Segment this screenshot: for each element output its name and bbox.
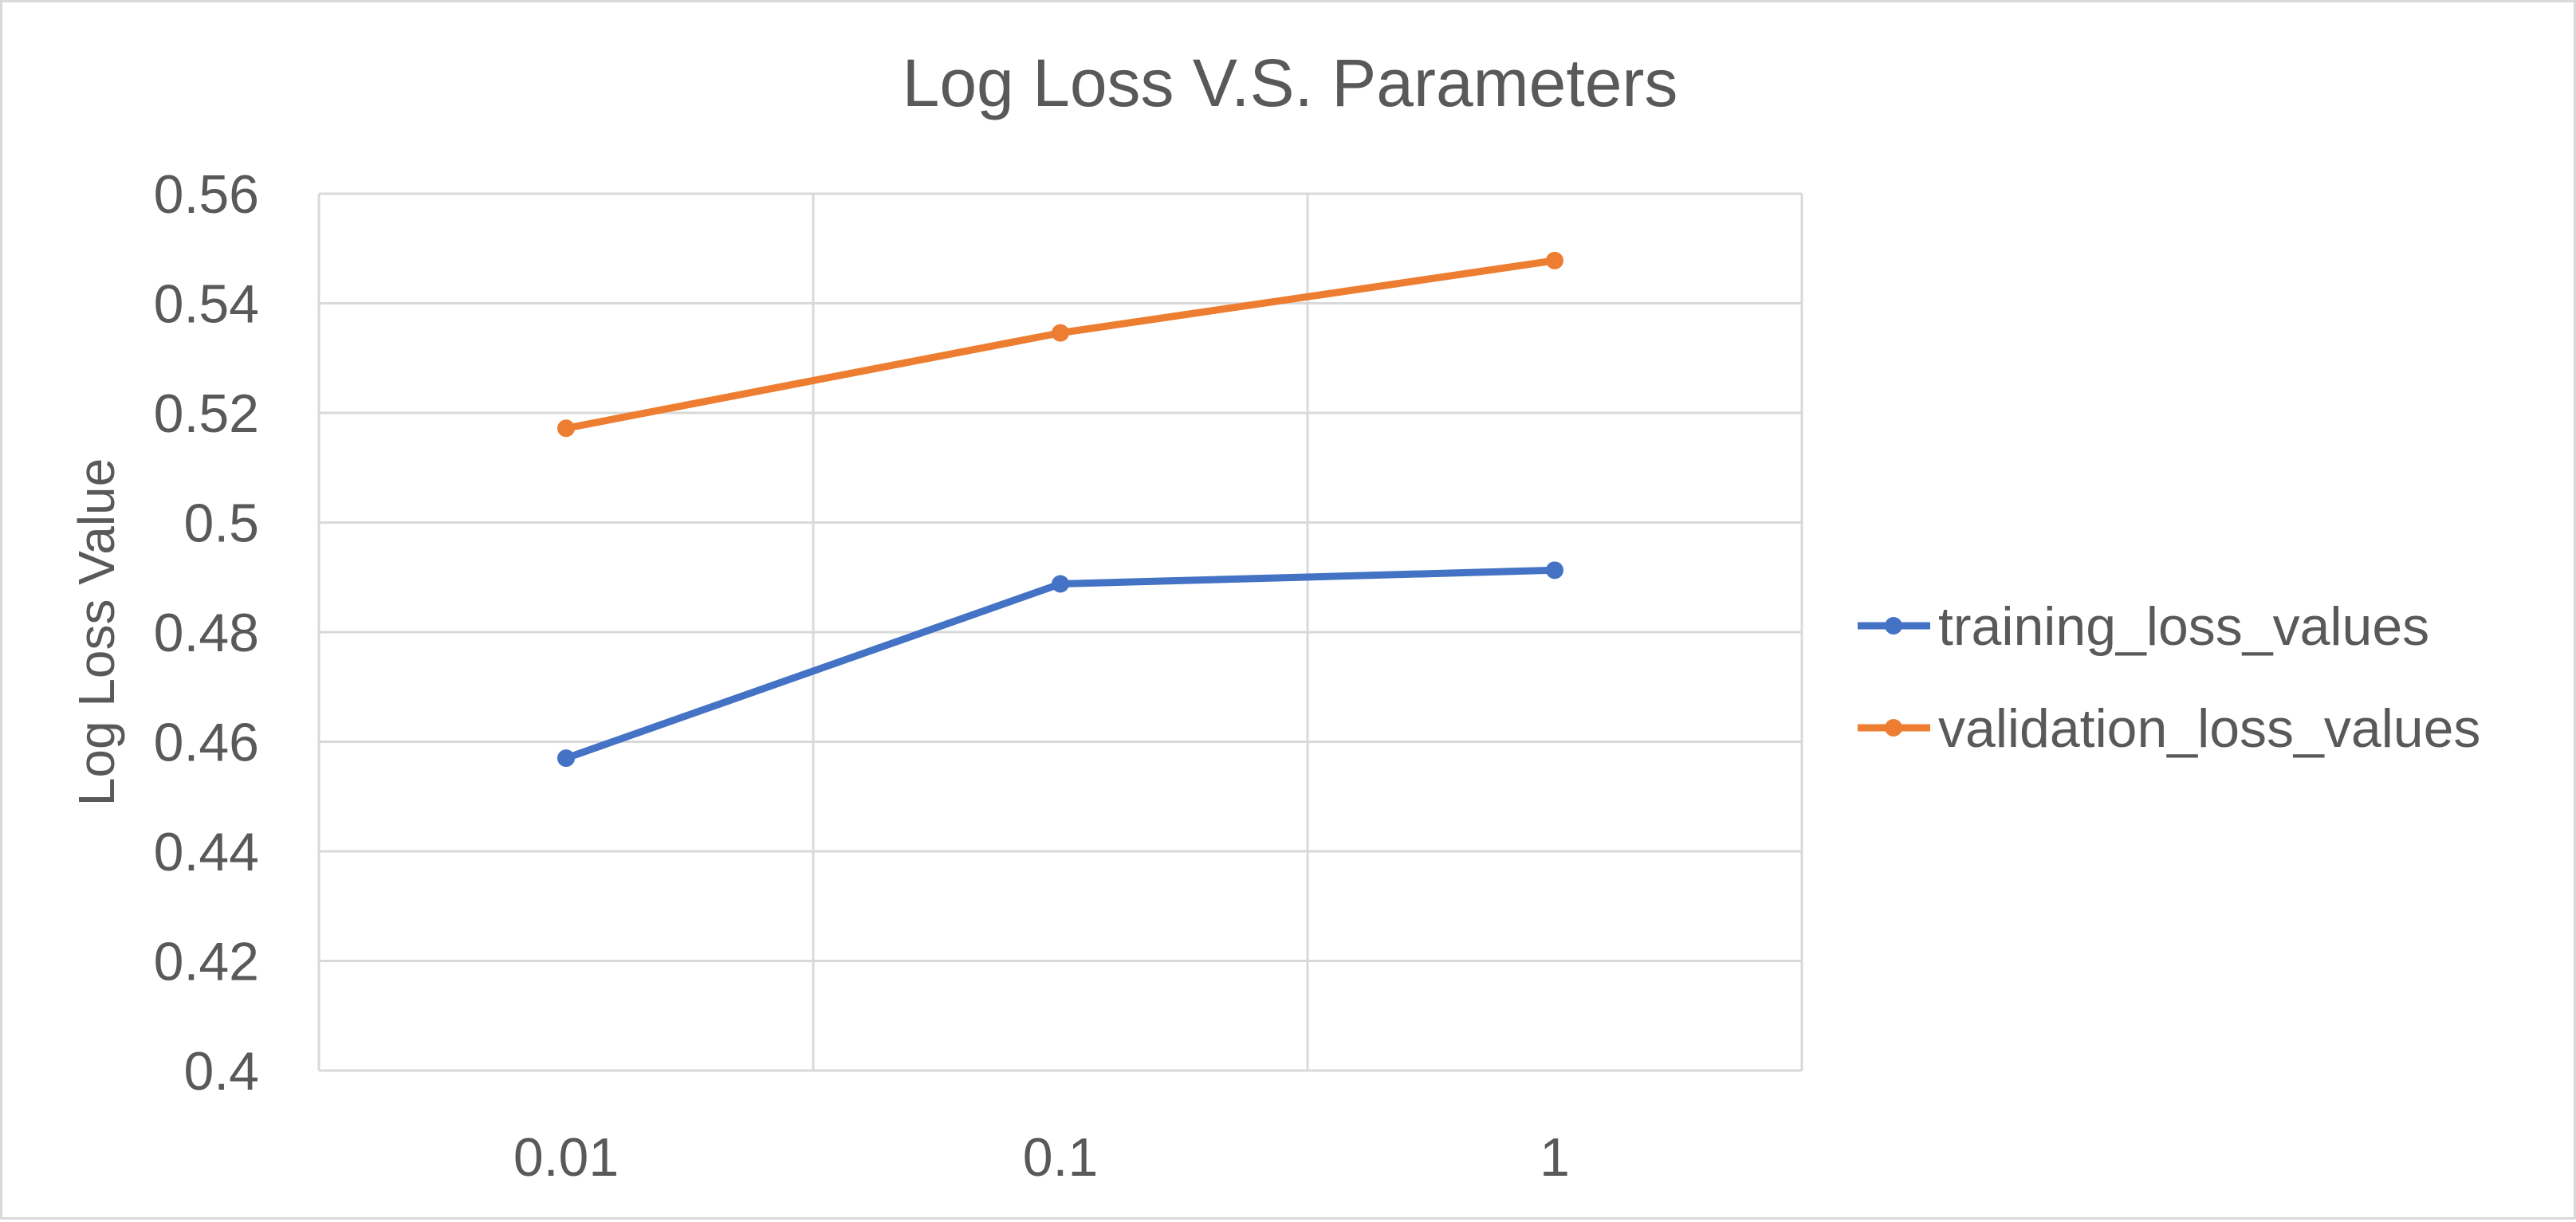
chart-title: Log Loss V.S. Parameters	[903, 45, 1678, 120]
y-tick-label: 0.46	[154, 713, 259, 773]
y-tick-label: 0.48	[154, 603, 259, 663]
x-tick-label: 0.1	[1023, 1127, 1099, 1188]
x-tick-label: 1	[1540, 1127, 1570, 1188]
y-tick-label: 0.5	[183, 493, 259, 554]
data-point	[1546, 561, 1563, 580]
x-tick-label: 0.01	[513, 1127, 619, 1188]
grid	[317, 192, 1803, 1072]
y-axis-label: Log Loss Value	[68, 458, 125, 806]
legend-swatch-marker	[1885, 617, 1902, 635]
y-tick-label: 0.56	[154, 164, 259, 225]
y-tick-label: 0.54	[154, 274, 259, 335]
series-line	[562, 257, 1559, 432]
legend-label: validation_loss_values	[1938, 698, 2480, 759]
legend-label: training_loss_values	[1938, 596, 2429, 657]
data-point	[557, 749, 575, 768]
legend-item: training_loss_values	[1858, 596, 2429, 657]
data-point	[557, 419, 575, 438]
legend-swatch-marker	[1885, 719, 1902, 737]
series-layer	[557, 251, 1563, 768]
data-point	[1052, 575, 1069, 593]
series-training-loss-values	[557, 561, 1563, 768]
y-tick-label: 0.4	[183, 1041, 259, 1102]
x-axis-ticks: 0.01 0.1 1	[513, 1127, 1570, 1188]
data-point	[1052, 324, 1069, 342]
y-tick-label: 0.42	[154, 932, 259, 992]
y-axis-ticks: 0.4 0.42 0.44 0.46 0.48 0.5 0.52 0.54 0.56	[154, 164, 259, 1102]
y-tick-label: 0.44	[154, 822, 259, 882]
data-point	[1546, 251, 1563, 269]
y-tick-label: 0.52	[154, 383, 259, 444]
series-validation-loss-values	[557, 251, 1563, 438]
legend: training_loss_values validation_loss_valu…	[1858, 596, 2480, 759]
series-line	[562, 566, 1559, 762]
legend-item: validation_loss_values	[1858, 698, 2480, 759]
